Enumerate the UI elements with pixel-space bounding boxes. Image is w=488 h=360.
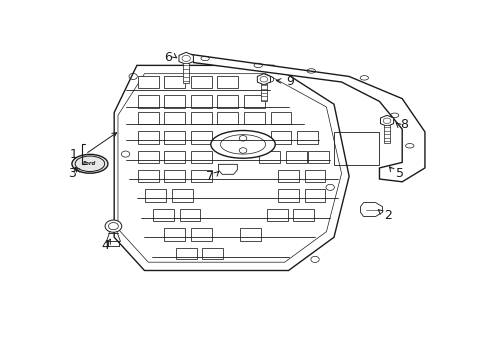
Polygon shape [179,209,200,221]
Polygon shape [179,52,193,64]
Polygon shape [138,95,159,108]
Text: 2: 2 [383,209,391,222]
Polygon shape [244,95,264,108]
Polygon shape [360,203,382,216]
Polygon shape [304,170,325,183]
Polygon shape [293,209,313,221]
Text: 9: 9 [286,75,294,88]
Ellipse shape [210,131,275,158]
Polygon shape [164,112,185,124]
Polygon shape [183,63,189,83]
Polygon shape [145,189,166,202]
Polygon shape [217,112,238,124]
Circle shape [105,220,122,232]
Polygon shape [217,76,238,88]
Polygon shape [189,54,424,182]
Text: 8: 8 [399,118,407,131]
Polygon shape [190,228,211,241]
Polygon shape [175,248,196,260]
Polygon shape [172,189,192,202]
Text: 5: 5 [395,167,404,180]
Polygon shape [266,209,287,221]
Polygon shape [259,150,280,163]
Polygon shape [164,228,185,241]
Polygon shape [270,131,291,144]
Polygon shape [384,125,389,143]
Polygon shape [190,131,211,144]
Polygon shape [190,170,211,183]
Polygon shape [138,131,159,144]
Polygon shape [190,95,211,108]
Polygon shape [164,131,185,144]
Polygon shape [278,170,298,183]
Polygon shape [240,228,261,241]
Polygon shape [164,150,185,163]
Polygon shape [217,95,238,108]
Text: Ford: Ford [83,161,96,166]
Polygon shape [138,76,159,88]
Polygon shape [190,112,211,124]
Polygon shape [270,112,291,124]
Polygon shape [164,95,185,108]
Polygon shape [190,76,211,88]
Polygon shape [304,189,325,202]
Polygon shape [257,74,270,85]
Polygon shape [190,150,211,163]
Polygon shape [138,170,159,183]
Text: 7: 7 [205,170,214,183]
Polygon shape [202,248,223,260]
Polygon shape [218,164,237,174]
Polygon shape [114,66,348,270]
Polygon shape [164,76,185,88]
Text: 3: 3 [68,167,76,180]
Text: 4: 4 [101,239,109,252]
Polygon shape [278,189,298,202]
Polygon shape [153,209,174,221]
Text: 6: 6 [164,50,172,64]
Polygon shape [296,131,317,144]
Polygon shape [285,150,306,163]
Polygon shape [261,84,266,102]
Ellipse shape [72,154,108,173]
Polygon shape [244,112,264,124]
Polygon shape [138,112,159,124]
Polygon shape [138,150,159,163]
Text: 1: 1 [69,148,77,161]
Polygon shape [380,115,393,126]
Polygon shape [164,170,185,183]
Polygon shape [308,150,328,163]
